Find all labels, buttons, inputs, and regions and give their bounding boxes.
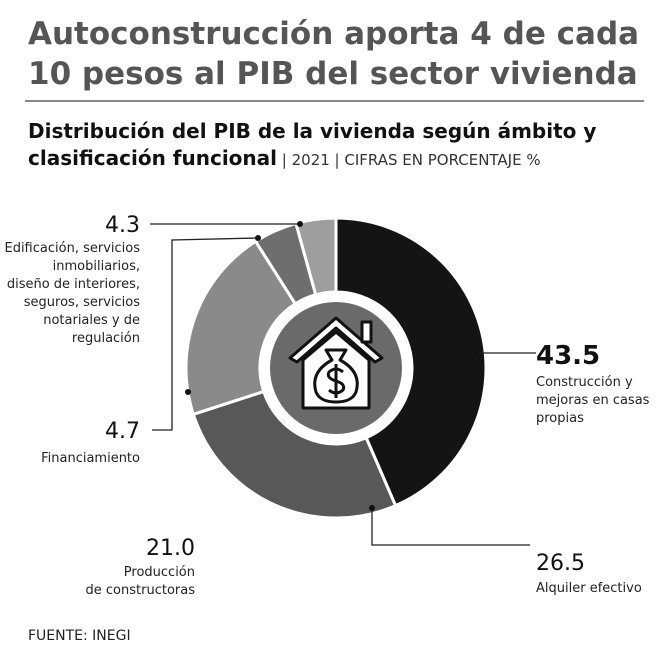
- leader-line: [152, 237, 259, 431]
- category-label: Edificación, servicios inmobiliarios, dise…: [4, 241, 140, 346]
- value-label: 21.0: [146, 536, 195, 561]
- category-line: inmobiliarios,: [53, 259, 140, 274]
- category-line: Construcción y: [536, 375, 633, 390]
- source: FUENTE: INEGI: [28, 628, 131, 644]
- value-label: 43.5: [536, 341, 600, 371]
- chart-title: Distribución del PIB de la vivienda segú…: [28, 119, 596, 143]
- value-label: 4.7: [105, 419, 140, 444]
- subtitle-part: clasificación funcional: [28, 146, 277, 170]
- category-line: seguros, servicios: [24, 295, 140, 310]
- leader-dot: [473, 350, 479, 356]
- category-label: Construcción y mejoras en casas propias: [536, 375, 650, 426]
- leader-dot: [185, 389, 191, 395]
- category-line: de constructoras: [86, 583, 196, 598]
- subtitle-part: | 2021 | CIFRAS EN PORCENTAJE %: [277, 151, 541, 169]
- value-label: 4.3: [105, 213, 140, 238]
- value-label: 26.5: [536, 551, 585, 576]
- chart-subtitle: clasificación funcional | 2021 | CIFRAS …: [28, 146, 541, 170]
- category-line: notariales y de: [43, 313, 140, 328]
- category-label: Financiamiento: [41, 451, 140, 466]
- donut: [184, 216, 488, 520]
- category-line: mejoras en casas: [536, 393, 650, 408]
- headline: 10 pesos al PIB del sector vivienda: [28, 56, 638, 92]
- house-icon: [288, 316, 384, 410]
- category-label: Producción de constructoras: [86, 565, 196, 598]
- leader-line: [371, 508, 530, 546]
- category-label: Alquiler efectivo: [536, 581, 642, 596]
- leader-dot: [255, 235, 261, 241]
- category-line: Financiamiento: [41, 451, 140, 466]
- category-line: diseño de interiores,: [7, 277, 140, 292]
- category-line: regulación: [72, 331, 140, 346]
- category-line: Alquiler efectivo: [536, 581, 642, 596]
- category-line: Edificación, servicios: [4, 241, 140, 256]
- category-line: propias: [536, 411, 584, 426]
- leader-dot: [297, 221, 303, 227]
- headline: Autoconstrucción aporta 4 de cada: [28, 16, 639, 52]
- leader-dot: [369, 505, 375, 511]
- category-line: Producción: [124, 565, 195, 580]
